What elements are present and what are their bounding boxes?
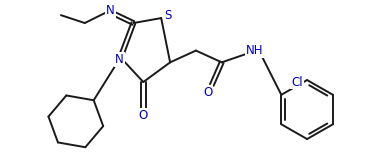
Text: N: N [115,53,124,66]
Text: O: O [139,109,148,122]
Text: Cl: Cl [291,76,303,88]
Text: NH: NH [246,44,263,57]
Text: N: N [106,4,115,17]
Text: O: O [203,86,212,99]
Text: S: S [164,9,172,22]
